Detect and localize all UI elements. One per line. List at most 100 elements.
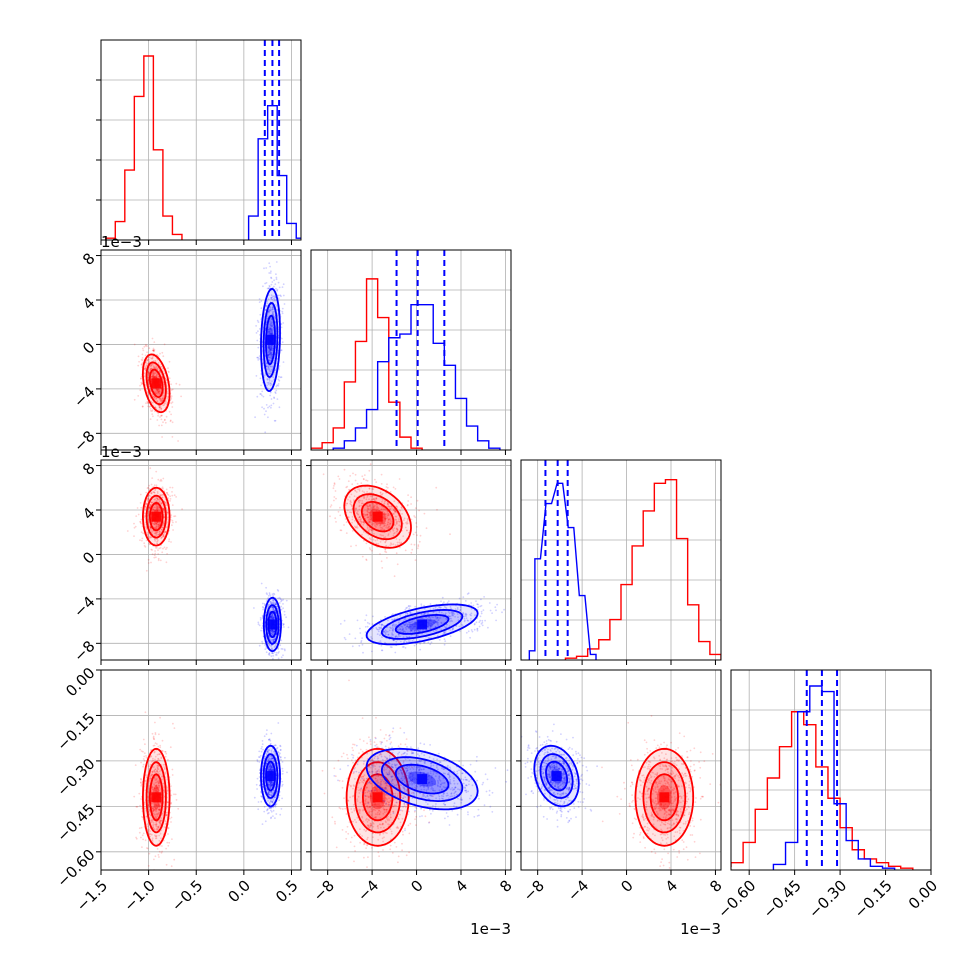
red-sample-point (372, 508, 374, 511)
red-sample-point (387, 518, 390, 521)
red-sample-point (167, 827, 170, 829)
red-sample-point (164, 750, 166, 753)
blue-sample-point (394, 651, 397, 654)
blue-sample-point (275, 273, 277, 276)
red-sample-point (376, 538, 379, 541)
red-sample-point (152, 349, 155, 351)
blue-sample-point (269, 309, 271, 312)
red-sample-point (147, 371, 150, 374)
red-sample-point (155, 823, 158, 826)
red-sample-point (154, 768, 157, 771)
blue-sample-point (282, 603, 284, 605)
blue-sample-point (276, 605, 278, 608)
red-sample-point (136, 805, 139, 808)
blue-sample-point (402, 636, 405, 638)
red-sample-point (403, 517, 406, 520)
red-sample-point (158, 531, 161, 533)
red-sample-point (158, 393, 161, 395)
red-sample-point (161, 526, 163, 529)
red-sample-point (150, 492, 153, 494)
red-sample-point (166, 814, 168, 816)
red-sample-point (144, 366, 147, 368)
red-sample-point (158, 804, 161, 807)
red-sample-point (329, 515, 331, 518)
red-sample-point (366, 510, 369, 513)
red-sample-point (170, 794, 173, 797)
red-sample-point (148, 828, 151, 831)
blue-sample-point (400, 625, 402, 628)
red-sample-point (150, 821, 153, 824)
blue-sample-point (272, 608, 274, 610)
red-sample-point (367, 505, 369, 508)
red-sample-point (156, 354, 159, 356)
red-sample-point (352, 499, 355, 501)
red-sample-point (153, 750, 156, 753)
blue-sample-point (273, 298, 276, 301)
red-sample-point (394, 510, 397, 512)
blue-sample-point (431, 624, 434, 627)
red-sample-point (154, 530, 157, 533)
red-sample-point (373, 522, 376, 525)
blue-sample-point (271, 613, 274, 616)
red-sample-point (395, 521, 398, 523)
blue-sample-point (267, 309, 270, 312)
red-sample-point (358, 505, 361, 508)
blue-sample-point (415, 621, 417, 624)
red-sample-point (163, 513, 166, 516)
red-sample-point (372, 523, 375, 525)
red-sample-point (371, 488, 374, 490)
red-sample-point (157, 509, 160, 511)
blue-sample-point (405, 636, 408, 638)
red-sample-point (156, 753, 159, 756)
blue-sample-point (269, 372, 271, 375)
red-sample-point (154, 526, 156, 529)
red-sample-point (380, 483, 383, 485)
red-sample-point (156, 509, 159, 512)
red-sample-point (392, 529, 395, 532)
red-sample-point (156, 389, 159, 391)
red-sample-point (412, 533, 415, 536)
red-sample-point (364, 514, 367, 516)
red-sample-point (334, 490, 337, 492)
blue-sample-point (270, 352, 272, 355)
red-sample-point (157, 549, 159, 551)
red-contour-line (145, 361, 167, 406)
red-sample-point (156, 366, 158, 368)
red-sample-point (170, 397, 173, 399)
red-sample-point (151, 818, 154, 821)
blue-sample-point (266, 302, 268, 305)
blue-sample-point (364, 626, 367, 628)
blue-sample-point (271, 615, 274, 618)
blue-sample-point (423, 641, 425, 644)
blue-sample-point (470, 629, 473, 631)
blue-sample-point (415, 634, 418, 637)
red-sample-point (154, 406, 157, 409)
blue-sample-point (255, 332, 258, 334)
blue-sample-point (269, 595, 272, 597)
blue-sample-point (430, 641, 433, 644)
red-sample-point (330, 504, 333, 506)
red-sample-point (152, 826, 155, 829)
blue-sample-point (398, 633, 400, 636)
red-sample-point (333, 496, 336, 498)
red-sample-point (382, 508, 385, 511)
blue-sample-point (372, 615, 374, 618)
red-sample-point (147, 497, 150, 500)
blue-sample-point (270, 298, 273, 300)
red-sample-point (358, 519, 361, 521)
red-sample-point (339, 529, 342, 532)
red-sample-point (384, 515, 387, 518)
red-sample-point (156, 419, 159, 421)
red-sample-point (151, 501, 153, 504)
red-sample-point (384, 517, 387, 520)
blue-sample-point (271, 652, 273, 655)
blue-sample-point (402, 628, 404, 631)
blue-sample-point (283, 303, 286, 305)
red-sample-point (344, 504, 347, 506)
red-sample-point (158, 406, 161, 409)
red-contour-line (141, 486, 171, 547)
blue-sample-point (269, 349, 272, 352)
red-sample-point (157, 521, 159, 524)
red-sample-point (147, 376, 150, 379)
blue-sample-point (271, 630, 273, 632)
